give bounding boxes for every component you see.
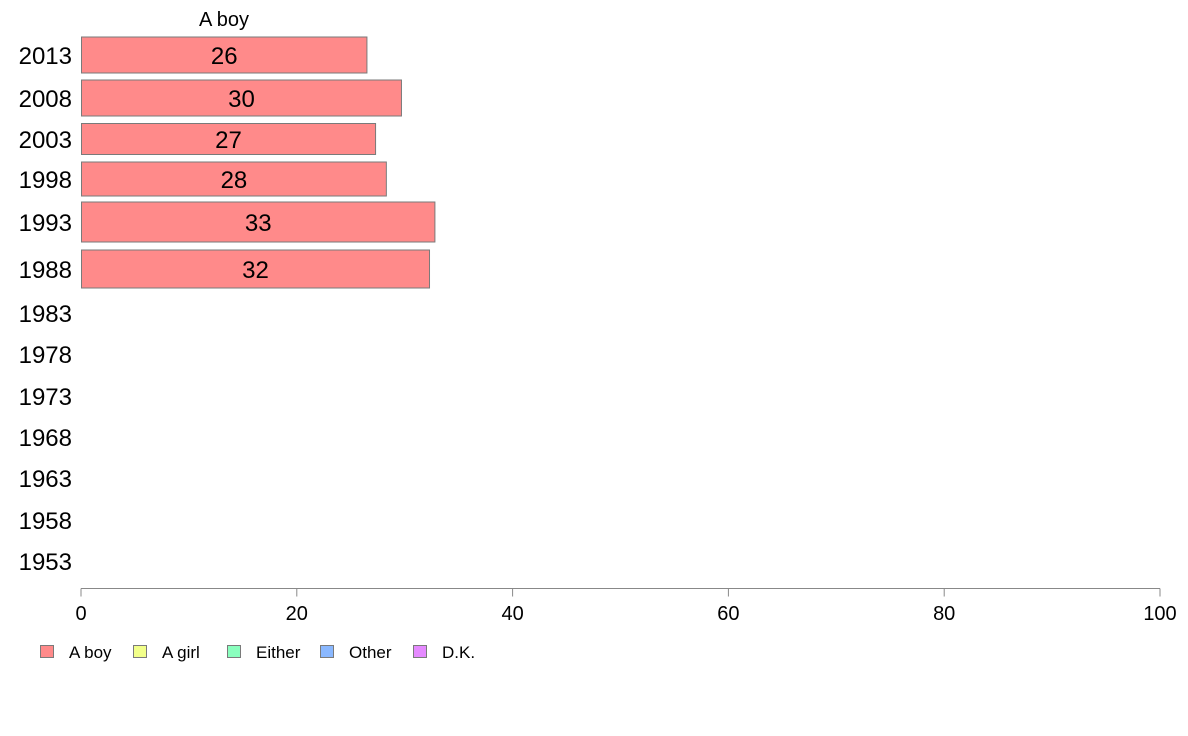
x-tick-label-40: 40	[501, 603, 523, 625]
bar-value-label-1993: 33	[245, 210, 272, 237]
legend-label-Other: Other	[349, 643, 392, 662]
bar-value-label-1998: 28	[221, 167, 248, 194]
legend-label-Either: Either	[256, 643, 301, 662]
year-labels: 2013 2008 2003 1998 1993 1988 1983 1978 1973 1968…	[19, 43, 72, 576]
bar-value-label-1988: 32	[242, 257, 269, 284]
bar-value-label-2013: 26	[211, 43, 238, 70]
year-label-2003: 2003	[19, 127, 72, 154]
bars	[81, 36, 436, 289]
year-label-1963: 1963	[19, 466, 72, 493]
year-label-1998: 1998	[19, 167, 72, 194]
bar-2013	[81, 36, 368, 74]
bar-2003	[81, 123, 377, 155]
year-label-1958: 1958	[19, 508, 72, 535]
year-label-1968: 1968	[19, 425, 72, 452]
year-label-1988: 1988	[19, 257, 72, 284]
year-label-1973: 1973	[19, 384, 72, 411]
bar-value-label-2008: 30	[228, 86, 255, 113]
legend-swatch-Either	[227, 645, 241, 658]
x-tick-label-80: 80	[933, 603, 955, 625]
legend: A boy A girl Either Other D.K.	[40, 643, 475, 662]
bar-labels: 26 30 27 28 33 32	[211, 43, 272, 284]
chart-title: A boy	[199, 9, 249, 31]
legend-swatch-Other	[320, 645, 334, 658]
x-tick-label-60: 60	[717, 603, 739, 625]
bar-value-label-2003: 27	[215, 127, 242, 154]
year-label-1953: 1953	[19, 549, 72, 576]
legend-swatch-D.K.	[413, 645, 427, 658]
x-axis: 0 20 40 60 80 100	[75, 588, 1177, 625]
year-label-1983: 1983	[19, 301, 72, 328]
bar-1988	[81, 249, 431, 289]
legend-swatch-A girl	[133, 645, 147, 658]
bar-1993	[81, 201, 436, 243]
bar-2008	[81, 79, 402, 117]
legend-label-A boy: A boy	[69, 643, 112, 662]
year-label-2013: 2013	[19, 43, 72, 70]
year-label-1993: 1993	[19, 210, 72, 237]
legend-label-A girl: A girl	[162, 643, 200, 662]
year-label-1978: 1978	[19, 342, 72, 369]
x-tick-label-0: 0	[75, 603, 86, 625]
legend-swatch-A boy	[40, 645, 54, 658]
bar-1998	[81, 161, 387, 197]
x-tick-label-20: 20	[286, 603, 308, 625]
legend-label-D.K.: D.K.	[442, 643, 475, 662]
x-tick-label-100: 100	[1143, 603, 1176, 625]
year-label-2008: 2008	[19, 86, 72, 113]
